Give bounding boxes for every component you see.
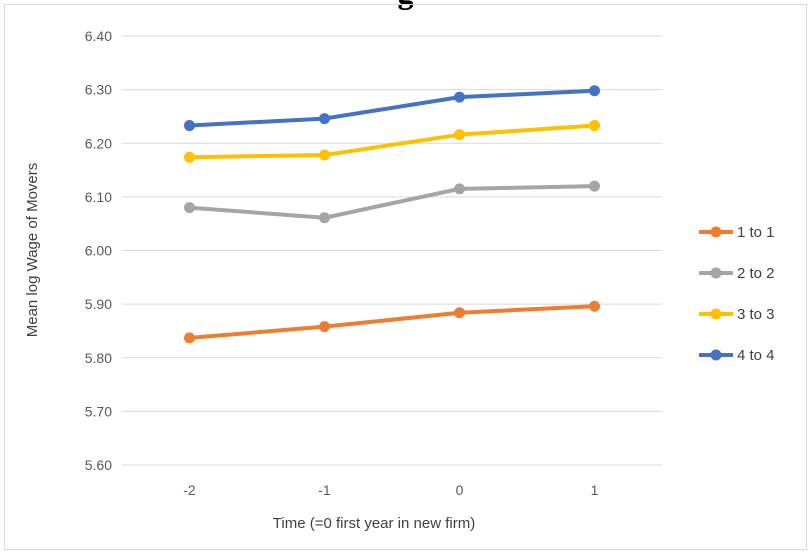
data-point xyxy=(589,180,600,192)
data-point xyxy=(319,321,330,333)
chart-frame xyxy=(4,4,807,550)
y-tick-label: 6.20 xyxy=(85,135,112,151)
x-tick-label: 0 xyxy=(456,482,464,498)
series-2-to-2 xyxy=(184,180,600,224)
y-tick-label: 6.40 xyxy=(85,28,112,44)
series-line xyxy=(187,184,597,220)
series-line xyxy=(187,304,597,340)
y-tick-label: 5.90 xyxy=(85,296,112,312)
y-tick-label: 5.60 xyxy=(85,457,112,473)
data-point xyxy=(454,91,465,103)
legend: 1 to 1 2 to 2 3 to 3 4 to 4 xyxy=(699,224,775,364)
legend-item: 2 to 2 xyxy=(699,265,775,282)
series-1-to-1 xyxy=(184,300,600,344)
x-axis-title: Time (=0 first year in new firm) xyxy=(273,515,475,532)
gridlines xyxy=(122,35,662,466)
legend-marker xyxy=(710,226,722,238)
x-axis-ticks: -2 -1 0 1 xyxy=(183,482,598,498)
data-point xyxy=(589,85,600,97)
series-line xyxy=(187,123,597,160)
series-3-to-3 xyxy=(184,120,600,163)
data-point xyxy=(319,149,330,161)
y-tick-label: 6.00 xyxy=(85,243,112,259)
x-tick-label: -2 xyxy=(183,482,196,498)
legend-item: 1 to 1 xyxy=(699,224,775,241)
x-tick-label: 1 xyxy=(591,482,599,498)
y-axis-title: Mean log Wage of Movers xyxy=(24,163,41,338)
y-axis-ticks: 6.40 6.30 6.20 6.10 6.00 5.90 5.80 5.70 5.60 xyxy=(85,28,112,473)
data-point xyxy=(589,300,600,312)
legend-label: 3 to 3 xyxy=(737,306,775,323)
y-tick-label: 5.80 xyxy=(85,350,112,366)
legend-label: 2 to 2 xyxy=(737,265,775,282)
data-point xyxy=(184,120,195,132)
data-point xyxy=(319,212,330,224)
legend-label: 4 to 4 xyxy=(737,347,775,364)
legend-item: 4 to 4 xyxy=(699,347,775,364)
data-point xyxy=(184,202,195,214)
data-point xyxy=(319,113,330,125)
data-point xyxy=(589,120,600,132)
x-tick-label: -1 xyxy=(318,482,331,498)
legend-item: 3 to 3 xyxy=(699,306,775,323)
y-tick-label: 6.10 xyxy=(85,189,112,205)
data-point xyxy=(184,151,195,163)
y-tick-label: 5.70 xyxy=(85,403,112,419)
y-tick-label: 6.30 xyxy=(85,82,112,98)
legend-marker xyxy=(710,267,722,279)
data-point xyxy=(454,307,465,319)
chart-title: g xyxy=(0,0,811,11)
data-point xyxy=(454,129,465,141)
legend-marker xyxy=(710,349,722,361)
legend-marker xyxy=(710,308,722,320)
data-point xyxy=(184,332,195,344)
series-lines xyxy=(184,85,600,344)
legend-label: 1 to 1 xyxy=(737,224,775,241)
series-4-to-4 xyxy=(184,85,600,132)
series-line xyxy=(187,88,597,128)
data-point xyxy=(454,183,465,195)
